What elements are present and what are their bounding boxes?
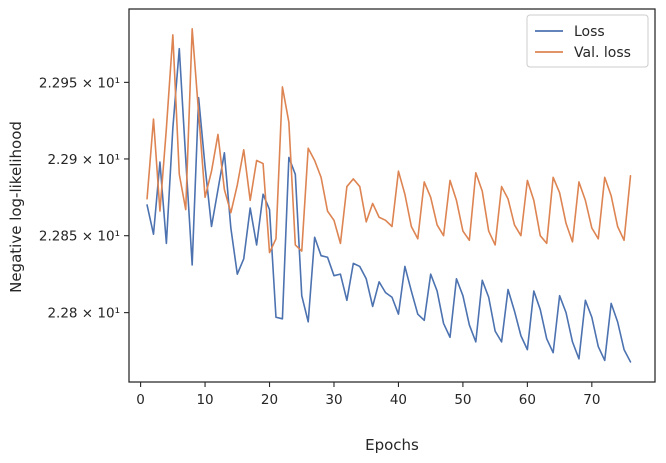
series-layer [146,28,632,363]
x-tick-label: 50 [454,392,471,408]
x-axis: 0 10 20 30 40 50 60 70 [136,382,600,408]
x-axis-label: Epochs [365,436,419,454]
x-tick-label: 20 [261,392,278,408]
y-tick-label: 2.28 × 10¹ [47,306,120,322]
y-tick-label: 2.29 × 10¹ [47,152,120,168]
x-tick-label: 70 [583,392,600,408]
x-tick-label: 60 [519,392,536,408]
y-tick-label: 2.285 × 10¹ [39,229,120,245]
legend-label-loss: Loss [574,24,605,40]
x-tick-label: 40 [390,392,407,408]
plot-area-frame [128,8,656,383]
legend-label-val-loss: Val. loss [574,45,631,61]
x-tick-label: 10 [196,392,213,408]
x-tick-label: 0 [136,392,145,408]
y-tick-label: 2.295 × 10¹ [39,75,120,91]
series-line-loss [146,47,632,363]
series-line-val-loss [146,28,632,254]
legend-box [526,14,649,68]
legend: Loss Val. loss [526,14,649,68]
x-tick-label: 30 [325,392,342,408]
y-axis: 2.28 × 10¹ 2.285 × 10¹ 2.29 × 10¹ 2.295 × 1… [39,75,129,322]
y-axis-label: Negative log-likelihood [7,121,25,293]
